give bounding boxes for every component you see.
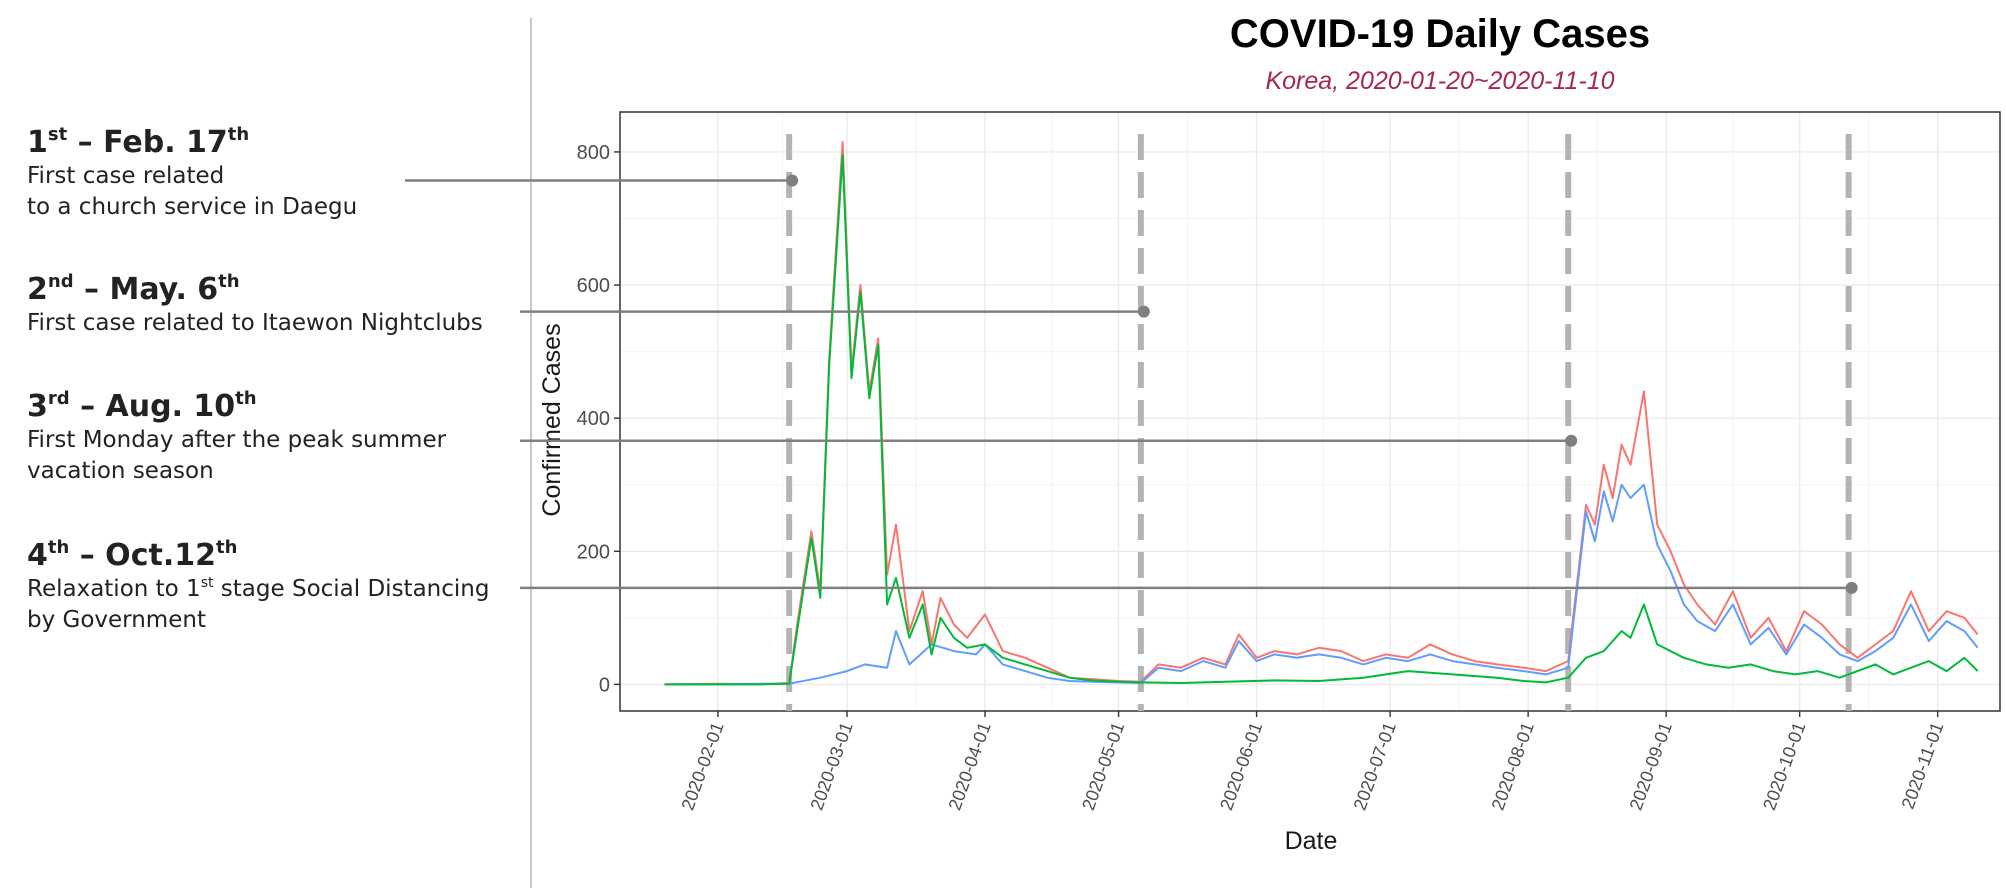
x-tick-label: 2020-06-01 — [1216, 720, 1266, 813]
event-pointer-dot — [1137, 305, 1150, 318]
series-line — [664, 154, 1979, 686]
y-tick-label: 400 — [577, 408, 610, 430]
x-tick-label: 2020-08-01 — [1488, 720, 1538, 813]
x-tick-label: 2020-11-01 — [1898, 720, 1948, 812]
x-tick-label: 2020-05-01 — [1078, 720, 1128, 813]
event-2-heading: 2nd – May. 6th — [27, 271, 240, 307]
event-annotation-3: 3rd – Aug. 10th First Monday after the p… — [27, 389, 446, 487]
y-tick-label: 800 — [577, 142, 610, 164]
x-tick-label: 2020-02-01 — [677, 720, 727, 813]
y-tick-label: 0 — [599, 674, 610, 696]
series-line — [664, 483, 1979, 686]
event-annotation-4: 4th – Oct.12th Relaxation to 1st stage S… — [27, 538, 489, 636]
event-annotation-1: 1st – Feb. 17th First case related to a … — [27, 125, 357, 223]
plot-background — [620, 112, 2000, 711]
x-tick-label: 2020-10-01 — [1759, 720, 1809, 813]
event-4-heading: 4th – Oct.12th — [27, 537, 238, 573]
event-annotation-2: 2nd – May. 6th First case related to Ita… — [27, 272, 483, 339]
x-tick-label: 2020-09-01 — [1626, 720, 1676, 813]
event-1-heading: 1st – Feb. 17th — [27, 124, 250, 160]
event-3-heading: 3rd – Aug. 10th — [27, 388, 257, 424]
x-axis-title: Date — [1285, 827, 1338, 855]
x-tick-label: 2020-03-01 — [807, 720, 857, 813]
event-pointer-dot — [1565, 434, 1578, 447]
event-1-description-line-2: to a church service in Daegu — [27, 194, 358, 220]
chart-title: COVID-19 Daily Cases — [1230, 12, 1650, 56]
event-2-description-line-1: First case related to Itaewon Nightclubs — [27, 310, 483, 336]
event-pointer-dot — [1845, 581, 1858, 594]
y-axis-title: Confirmed Cases — [538, 323, 566, 516]
event-4-description-line-2: by Government — [27, 607, 206, 633]
event-3-description-line-2: vacation season — [27, 458, 214, 484]
event-pointer-dot — [786, 174, 799, 187]
x-tick-label: 2020-07-01 — [1350, 720, 1400, 813]
plot-border — [619, 111, 2001, 712]
plot-panel: 0 200 400 600 800 2020-02-01 2020-03-01 2020-04… — [577, 111, 2001, 813]
event-4-description-line-1: Relaxation to 1st stage Social Distancin… — [27, 575, 490, 602]
x-tick-label: 2020-04-01 — [945, 720, 995, 813]
y-tick-label: 200 — [577, 541, 610, 563]
event-3-description-line-1: First Monday after the peak summer — [27, 427, 447, 453]
event-1-description-line-1: First case related — [27, 163, 225, 189]
y-tick-label: 600 — [577, 275, 610, 297]
chart-subtitle: Korea, 2020-01-20~2020-11-10 — [1265, 67, 1614, 95]
